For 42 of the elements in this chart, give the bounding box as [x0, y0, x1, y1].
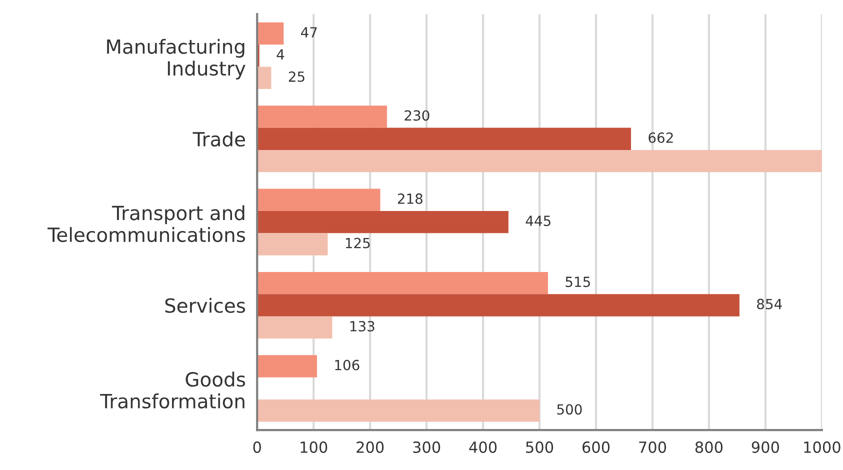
data-label: 106 — [335, 360, 360, 370]
y-tick-label: Services — [165, 298, 246, 313]
data-label: 47 — [301, 27, 317, 38]
data-label: 218 — [398, 193, 422, 204]
y-tick-label: Goods Transformation — [100, 372, 246, 408]
x-tick-label: 500 — [526, 441, 554, 453]
bar — [257, 272, 548, 294]
data-label: 445 — [526, 216, 550, 226]
data-label: 662 — [648, 132, 673, 143]
data-label: 500 — [557, 404, 582, 415]
bar — [257, 188, 380, 211]
data-label: 133 — [350, 320, 374, 332]
bar — [257, 22, 284, 45]
data-label: 515 — [566, 276, 590, 288]
x-tick-label: 1000 — [804, 441, 840, 453]
x-tick-label: 200 — [356, 441, 384, 453]
data-label: 4 — [276, 49, 284, 60]
x-tick-label: 0 — [253, 441, 261, 453]
bar — [257, 233, 328, 256]
x-tick-label: 800 — [695, 441, 723, 453]
y-tick-label: Trade — [192, 132, 245, 147]
x-tick-label: 400 — [469, 441, 497, 453]
x-tick-label: 100 — [300, 441, 328, 453]
data-label: 125 — [346, 238, 370, 248]
bar — [257, 355, 317, 378]
x-tick-label: 900 — [752, 441, 780, 453]
bar — [257, 128, 632, 150]
data-label: 230 — [404, 110, 430, 121]
y-tick-label: Transport and Telecommunications — [48, 205, 246, 242]
x-tick-label: 700 — [639, 441, 666, 453]
data-label: 25 — [288, 71, 304, 82]
bar — [257, 316, 332, 339]
data-label: 854 — [757, 298, 782, 310]
bar — [257, 400, 540, 422]
bar — [257, 106, 388, 128]
bar — [257, 294, 740, 316]
x-tick-label: 600 — [582, 441, 610, 453]
bar — [257, 66, 272, 89]
bar — [257, 150, 822, 172]
bar — [257, 210, 508, 234]
x-tick-label: 300 — [413, 441, 440, 453]
y-tick-label: Manufacturing Industry — [107, 38, 246, 80]
